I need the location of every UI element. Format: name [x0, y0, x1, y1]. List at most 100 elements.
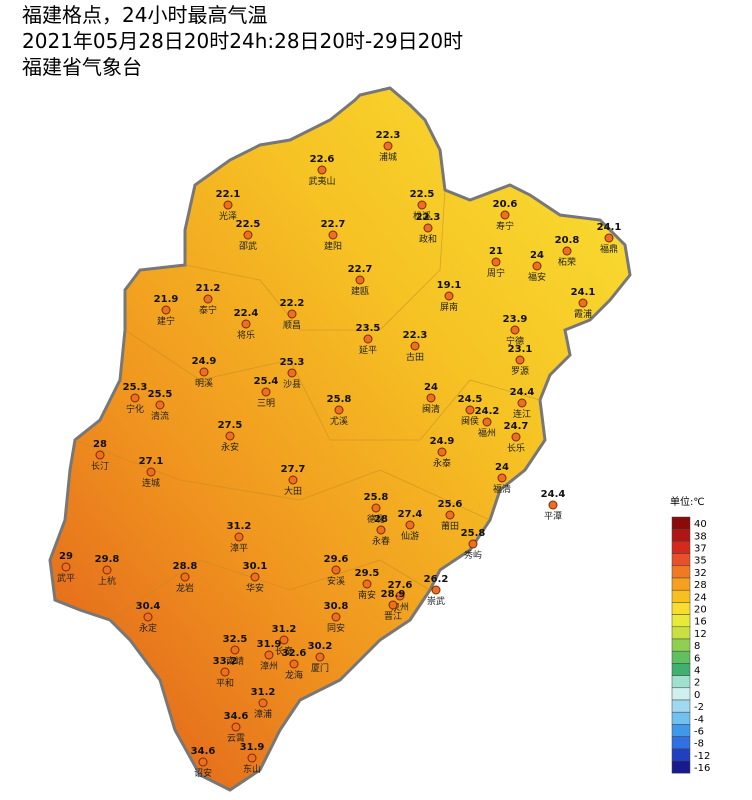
station-value: 29 — [59, 551, 73, 562]
station-marker — [287, 309, 297, 319]
station-marker — [315, 652, 325, 662]
station-value: 30.1 — [243, 561, 268, 572]
station-value: 22.3 — [403, 330, 428, 341]
legend-swatch — [671, 516, 691, 530]
station-name: 邵武 — [239, 240, 257, 252]
station-value: 24.9 — [430, 436, 455, 447]
station-value: 25.8 — [364, 492, 389, 503]
station-value: 22.7 — [348, 264, 373, 275]
station-marker — [279, 635, 289, 645]
station-marker — [445, 510, 455, 520]
station-marker — [395, 591, 405, 601]
station-marker — [199, 367, 209, 377]
legend-label: 35 — [694, 556, 707, 567]
legend-swatch — [671, 675, 691, 689]
station-value: 28 — [93, 439, 107, 450]
station-name: 永春 — [372, 535, 390, 547]
station-marker — [511, 432, 521, 442]
station-value: 24.9 — [192, 356, 217, 367]
station-marker — [363, 334, 373, 344]
station-value: 30.2 — [308, 641, 333, 652]
legend-swatch — [671, 589, 691, 603]
legend-swatch — [671, 602, 691, 615]
station-value: 24.2 — [475, 406, 500, 417]
station-value: 26.2 — [424, 574, 449, 585]
station-value: 25.4 — [254, 376, 279, 387]
station-name: 同安 — [327, 622, 345, 634]
station-name: 宁化 — [126, 403, 144, 415]
station-marker — [146, 467, 156, 477]
legend-swatch — [671, 577, 691, 591]
station-name: 长泰 — [275, 645, 293, 657]
legend-swatch — [671, 614, 691, 628]
station-name: 建宁 — [157, 315, 175, 327]
station-name: 安溪 — [327, 575, 345, 587]
legend-swatch — [671, 638, 691, 652]
station-marker — [247, 753, 257, 763]
station-marker — [562, 246, 572, 256]
station-value: 22.3 — [416, 212, 441, 223]
station-value: 22.5 — [410, 189, 435, 200]
station-value: 23.1 — [508, 344, 533, 355]
station-marker — [355, 275, 365, 285]
station-marker — [517, 398, 527, 408]
station-value: 24.1 — [571, 287, 596, 298]
station-marker — [437, 447, 447, 457]
legend-label: 0 — [694, 690, 700, 701]
station-value: 29.6 — [324, 554, 349, 565]
station-name: 福安 — [528, 271, 546, 283]
station-marker — [510, 325, 520, 335]
station-name: 龙岩 — [176, 582, 194, 594]
legend-swatch — [671, 565, 691, 579]
station-value: 31.2 — [272, 624, 297, 635]
legend-swatch — [671, 528, 691, 542]
legend-swatch — [671, 687, 691, 701]
station-name: 永安 — [221, 441, 239, 453]
station-marker — [482, 417, 492, 427]
province-outline — [48, 86, 632, 792]
station-name: 柘荣 — [558, 256, 576, 268]
station-name: 罗源 — [511, 366, 529, 377]
station-marker — [328, 230, 338, 240]
station-value: 27.6 — [388, 580, 413, 591]
station-marker — [261, 387, 271, 397]
station-value: 27.5 — [218, 420, 243, 431]
station-name: 武平 — [57, 572, 75, 584]
station-value: 25.3 — [123, 382, 148, 393]
station-marker — [143, 612, 153, 622]
station-marker — [491, 257, 501, 267]
station-marker — [423, 223, 433, 233]
station-name: 清流 — [151, 410, 169, 422]
station-marker — [362, 579, 372, 589]
station-value: 22.3 — [376, 130, 401, 141]
station-value: 24.7 — [504, 421, 529, 432]
station-marker — [417, 200, 427, 210]
station-value: 22.5 — [236, 219, 261, 230]
station-value: 34.6 — [224, 711, 249, 722]
legend-label: 38 — [694, 531, 707, 542]
station-name: 福鼎 — [600, 243, 618, 255]
station-marker — [371, 503, 381, 513]
legend-swatch — [671, 626, 691, 640]
station-marker — [180, 572, 190, 582]
station-marker — [405, 520, 415, 530]
station-marker — [289, 659, 299, 669]
station-value: 28.8 — [173, 561, 198, 572]
station-value: 33.2 — [213, 656, 238, 667]
station-name: 南靖 — [226, 655, 244, 667]
station-value: 31.9 — [240, 742, 265, 753]
station-value: 24.5 — [458, 394, 483, 405]
station-marker — [317, 165, 327, 175]
station-value: 22.2 — [280, 298, 305, 309]
station-value: 20.6 — [493, 199, 518, 210]
station-value: 24 — [424, 382, 438, 393]
station-value: 27.4 — [398, 509, 423, 520]
station-name: 建阳 — [324, 240, 342, 252]
station-value: 23.5 — [356, 323, 381, 334]
station-name: 漳平 — [230, 542, 248, 554]
station-name: 仙游 — [401, 530, 419, 542]
station-name: 平潭 — [544, 511, 562, 522]
station-value: 27.7 — [281, 464, 306, 475]
legend-label: -4 — [694, 714, 704, 725]
